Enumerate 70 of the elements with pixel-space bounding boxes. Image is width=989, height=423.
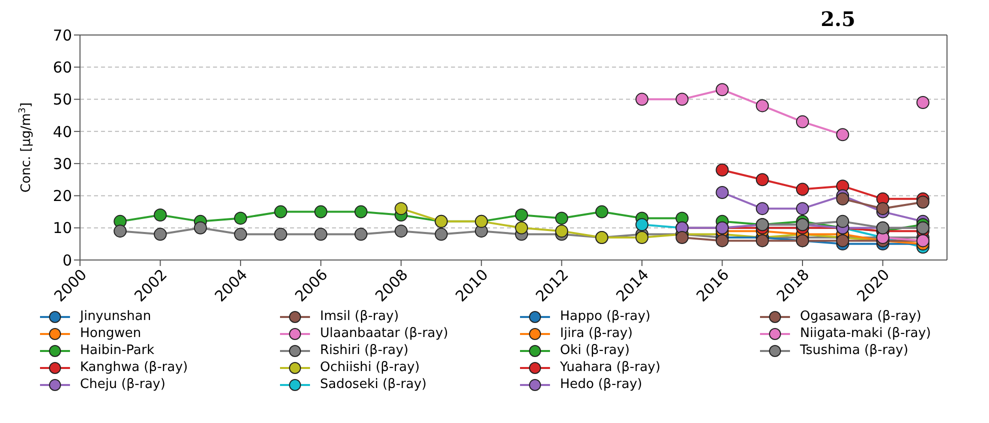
point	[916, 196, 930, 209]
point	[555, 224, 568, 238]
chart-title: 2.5	[820, 7, 856, 31]
legend-label: Ogasawara (β-ray)	[800, 309, 922, 324]
point	[274, 228, 288, 241]
y-tick-label: 70	[52, 26, 72, 44]
y-tick-label: 30	[52, 154, 72, 173]
legend-label: Cheju (β-ray)	[80, 377, 166, 392]
point	[394, 224, 408, 238]
point	[114, 224, 127, 238]
point	[796, 115, 809, 128]
legend-label: Kanghwa (β-ray)	[80, 360, 188, 375]
point	[555, 212, 568, 225]
legend-label: Haibin-Park	[80, 343, 154, 358]
legend-label: Hedo (β-ray)	[560, 377, 642, 392]
point	[274, 205, 288, 218]
legend-label: Ijira (β-ray)	[560, 326, 633, 341]
y-tick-label: 20	[52, 187, 72, 206]
point	[836, 234, 850, 248]
legend-label: Hongwen	[80, 326, 142, 341]
point	[756, 99, 769, 112]
point	[716, 83, 729, 96]
y-tick-label: 0	[62, 251, 72, 270]
point	[314, 228, 328, 241]
point	[836, 214, 850, 228]
y-tick-label: 40	[52, 122, 72, 141]
legend-label: Niigata-maki (β-ray)	[800, 326, 931, 341]
point	[354, 228, 368, 241]
point	[234, 212, 248, 225]
point	[756, 234, 769, 248]
point	[756, 173, 769, 186]
point	[836, 192, 850, 206]
legend-label: Jinyunshan	[80, 309, 152, 324]
point	[154, 208, 167, 222]
point	[595, 205, 608, 218]
point	[676, 231, 689, 244]
point	[716, 234, 729, 248]
legend-label: Ulaanbaatar (β-ray)	[320, 326, 448, 341]
point	[314, 205, 328, 218]
point	[434, 228, 448, 241]
point	[354, 205, 368, 218]
point	[635, 92, 648, 106]
point	[234, 228, 248, 241]
y-tick-label: 60	[52, 58, 72, 76]
point	[154, 228, 167, 241]
point	[676, 92, 689, 106]
legend-label: Rishiri (β-ray)	[320, 343, 408, 358]
y-tick-label: 50	[52, 90, 72, 109]
point	[756, 202, 769, 216]
legend-label: Imsil (β-ray)	[320, 309, 399, 324]
legend-label: Ochiishi (β-ray)	[320, 360, 420, 375]
point	[635, 231, 648, 244]
legend-label: Sadoseki (β-ray)	[320, 377, 427, 392]
point	[515, 208, 528, 222]
point	[836, 128, 850, 142]
point	[515, 221, 528, 234]
point	[394, 202, 408, 216]
point	[716, 164, 729, 176]
legend-label: Yuahara (β-ray)	[560, 360, 660, 375]
legend-label: Tsushima (β-ray)	[800, 343, 908, 358]
point	[716, 186, 729, 199]
point	[876, 202, 890, 216]
legend-label: Happo (β-ray)	[560, 309, 650, 324]
point	[916, 96, 930, 109]
y-tick-label: 10	[52, 219, 72, 238]
point	[194, 221, 207, 234]
point	[635, 218, 648, 232]
legend-label: Oki (β-ray)	[560, 343, 630, 358]
point	[796, 202, 809, 216]
point	[796, 182, 809, 196]
